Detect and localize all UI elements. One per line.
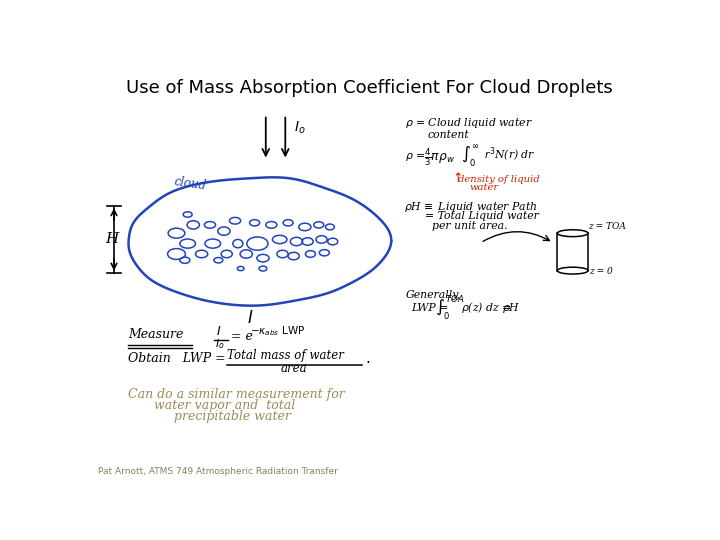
Text: $I_o$: $I_o$ xyxy=(215,337,225,350)
Text: $r^3$N(r) dr: $r^3$N(r) dr xyxy=(484,146,536,164)
Text: $I$: $I$ xyxy=(248,309,254,327)
Text: content: content xyxy=(428,130,469,139)
Text: Total mass of water: Total mass of water xyxy=(227,349,343,362)
Text: Use of Mass Absorption Coefficient For Cloud Droplets: Use of Mass Absorption Coefficient For C… xyxy=(125,79,613,97)
Text: water vapor and  total: water vapor and total xyxy=(154,399,295,412)
Text: $\int_0^{TOA}$: $\int_0^{TOA}$ xyxy=(435,293,464,322)
Text: cloud: cloud xyxy=(173,175,207,193)
Text: $\rho$H: $\rho$H xyxy=(502,301,521,315)
Text: $-\kappa_{abs}$ LWP: $-\kappa_{abs}$ LWP xyxy=(250,324,305,338)
Text: z = TOA: z = TOA xyxy=(588,222,626,231)
Text: $\frac{4}{3}$$\pi\rho_w$: $\frac{4}{3}$$\pi\rho_w$ xyxy=(423,146,455,168)
Text: .: . xyxy=(365,351,370,366)
Text: z = 0: z = 0 xyxy=(590,267,613,276)
Text: density of liquid: density of liquid xyxy=(459,175,540,184)
Text: $\rho$(z) dz =: $\rho$(z) dz = xyxy=(461,300,513,315)
Text: $\rho$ = Cloud liquid water: $\rho$ = Cloud liquid water xyxy=(405,116,533,130)
Text: area: area xyxy=(281,362,307,375)
Text: LWP =: LWP = xyxy=(411,303,451,313)
Text: $\uparrow$: $\uparrow$ xyxy=(450,171,462,185)
Text: $\rho$H: $\rho$H xyxy=(404,200,422,214)
Text: $I_o$: $I_o$ xyxy=(294,119,305,136)
Text: $I$: $I$ xyxy=(215,325,221,338)
Text: = Total Liquid water: = Total Liquid water xyxy=(425,212,539,221)
Text: Measure: Measure xyxy=(128,328,184,341)
Text: $\rho$ =: $\rho$ = xyxy=(405,151,427,163)
Text: Obtain   LWP =: Obtain LWP = xyxy=(128,352,230,365)
Text: $\equiv$ Liquid water Path: $\equiv$ Liquid water Path xyxy=(421,200,538,214)
Text: Pat Arnott, ATMS 749 Atmospheric Radiation Transfer: Pat Arnott, ATMS 749 Atmospheric Radiati… xyxy=(99,467,338,476)
Text: per unit area.: per unit area. xyxy=(432,221,508,231)
Text: Can do a similar measurement for: Can do a similar measurement for xyxy=(128,388,345,401)
Text: water: water xyxy=(469,184,498,192)
Text: precipitable water: precipitable water xyxy=(174,410,291,423)
Text: = e: = e xyxy=(230,330,253,343)
Text: $\int_0^\infty$: $\int_0^\infty$ xyxy=(461,144,480,170)
Text: Generally,: Generally, xyxy=(405,291,461,300)
Text: H: H xyxy=(106,232,119,246)
